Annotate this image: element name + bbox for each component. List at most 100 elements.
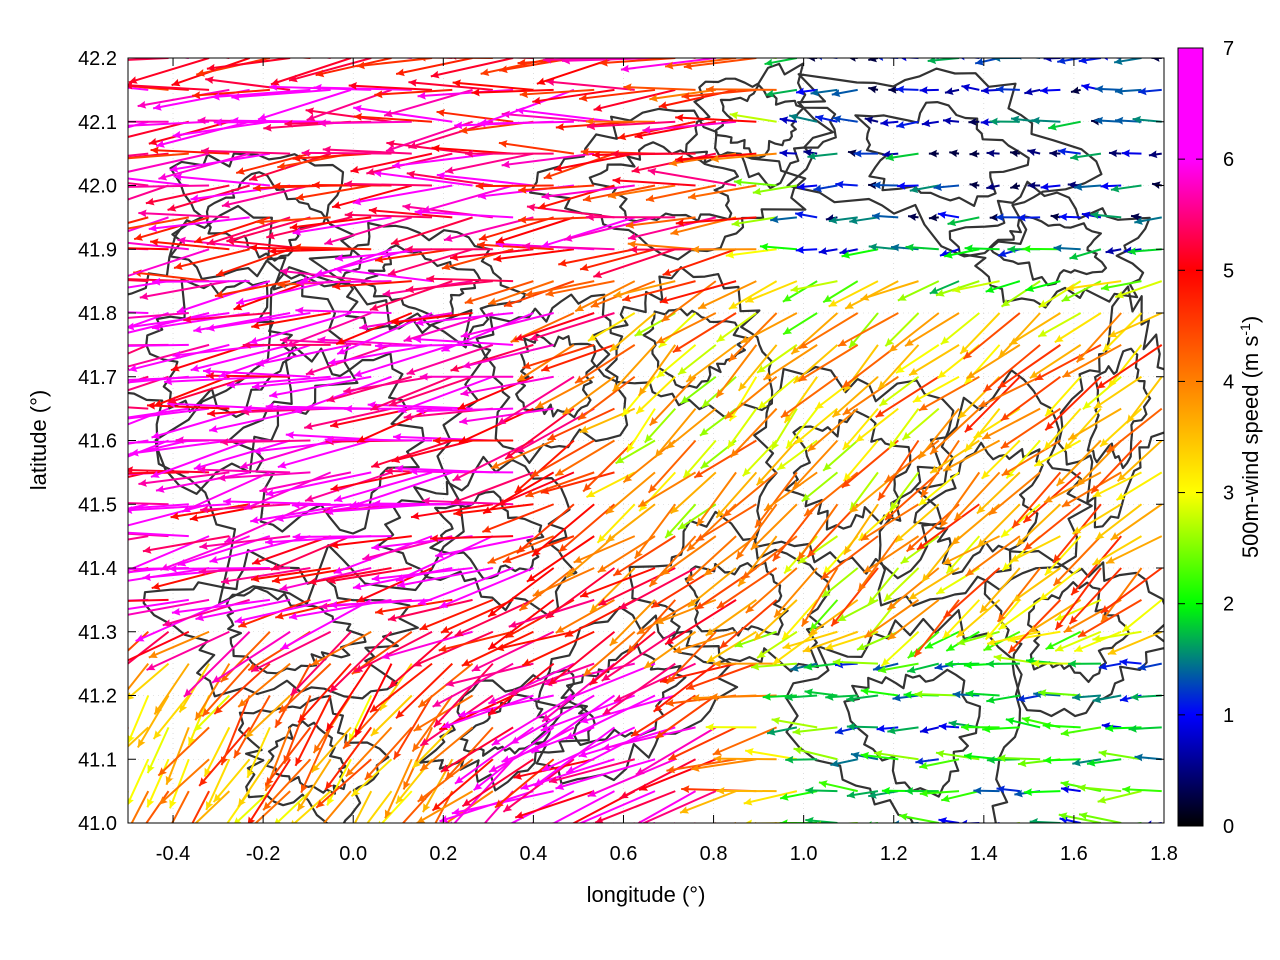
wind-vector xyxy=(1038,567,1082,602)
wind-vector xyxy=(1007,599,1062,654)
wind-vector xyxy=(822,280,859,304)
wind-vector xyxy=(1109,822,1142,823)
wind-vector xyxy=(1103,58,1122,61)
wind-vector xyxy=(223,497,331,506)
wind-vector xyxy=(1100,567,1163,614)
wind-vector xyxy=(248,822,250,823)
contour-line xyxy=(913,441,1044,575)
wind-vector xyxy=(846,790,879,799)
wind-vector xyxy=(390,216,473,246)
wind-vector xyxy=(1028,599,1082,634)
wind-vector xyxy=(417,58,493,62)
wind-vector xyxy=(841,344,899,389)
wind-vector xyxy=(601,726,696,751)
wind-vector xyxy=(128,502,169,506)
wind-vector xyxy=(222,58,230,59)
wind-vector xyxy=(410,503,494,520)
wind-vector xyxy=(374,598,453,616)
wind-vector xyxy=(609,312,656,353)
wind-vector xyxy=(440,726,514,773)
wind-vector xyxy=(716,312,757,343)
wind-vector xyxy=(621,376,656,418)
wind-vector xyxy=(482,471,555,515)
wind-vector xyxy=(349,471,453,508)
wind-vector xyxy=(1076,439,1122,487)
wind-vector xyxy=(666,758,737,774)
wind-vector xyxy=(790,280,838,293)
wind-vector xyxy=(1072,503,1122,535)
wind-vector xyxy=(231,88,331,101)
wind-vector xyxy=(545,567,616,620)
wind-vector xyxy=(1034,343,1102,382)
wind-vector xyxy=(301,149,392,157)
wind-vector xyxy=(752,184,798,196)
wind-vector xyxy=(877,58,899,62)
wind-vector xyxy=(737,344,778,392)
wind-vector xyxy=(214,280,291,299)
wind-vector xyxy=(989,117,1020,126)
wind-vector xyxy=(415,312,514,327)
wind-vector xyxy=(128,120,169,123)
wind-vector xyxy=(933,183,960,191)
wind-vector xyxy=(128,89,129,91)
wind-vector xyxy=(973,786,1000,795)
colorbar-tick-label: 1 xyxy=(1223,705,1234,727)
wind-vector xyxy=(1037,689,1081,697)
wind-vector xyxy=(574,344,636,384)
wind-vector xyxy=(605,471,656,515)
wind-vector xyxy=(482,503,555,533)
wind-vector xyxy=(887,726,919,735)
wind-vector xyxy=(1072,693,1102,701)
wind-vector xyxy=(328,631,393,693)
wind-vector xyxy=(395,58,473,77)
contour-line xyxy=(785,609,1023,823)
wind-vector xyxy=(635,376,676,415)
wind-vector xyxy=(170,503,250,520)
y-tick-label: 41.3 xyxy=(78,622,117,644)
wind-vector xyxy=(586,120,676,131)
wind-vector xyxy=(391,312,473,326)
wind-vector xyxy=(369,662,433,714)
wind-vector xyxy=(137,88,230,109)
wind-vector xyxy=(329,598,433,609)
wind-vector xyxy=(770,408,798,451)
wind-vector xyxy=(755,439,798,486)
wind-vector xyxy=(128,598,169,602)
wind-vector xyxy=(384,758,413,819)
wind-vector xyxy=(754,471,798,529)
wind-vector xyxy=(501,152,595,169)
wind-vector xyxy=(807,58,818,62)
wind-vector xyxy=(725,248,777,259)
wind-vector xyxy=(1137,662,1162,671)
wind-vector xyxy=(901,407,940,441)
wind-vector xyxy=(128,217,129,219)
colorbar-tick-label: 3 xyxy=(1223,483,1234,505)
wind-vector xyxy=(434,535,534,559)
wind-vector xyxy=(193,694,231,732)
wind-vector xyxy=(322,790,352,823)
contour-line xyxy=(714,83,805,159)
wind-vector xyxy=(254,790,291,823)
wind-vector xyxy=(726,408,758,450)
colorbar-label-superscript: -1 xyxy=(1237,323,1253,336)
wind-vector xyxy=(587,312,636,342)
wind-vector xyxy=(530,439,595,478)
wind-vector xyxy=(353,343,453,378)
wind-vector xyxy=(283,695,312,764)
x-tick-label: -0.4 xyxy=(156,843,190,865)
wind-vector xyxy=(392,694,433,760)
wind-vector xyxy=(756,344,798,374)
wind-vector xyxy=(763,471,818,512)
wind-vector xyxy=(1121,599,1163,633)
wind-vector xyxy=(275,598,352,620)
wind-vector xyxy=(155,471,250,493)
wind-vector xyxy=(716,786,777,795)
wind-vector xyxy=(976,503,1021,548)
wind-vector xyxy=(212,758,251,803)
wind-vector xyxy=(370,439,453,469)
wind-vector xyxy=(554,439,615,477)
wind-vector xyxy=(454,726,534,785)
wind-vector xyxy=(877,662,919,674)
wind-vector xyxy=(471,88,554,97)
wind-vector xyxy=(1151,58,1162,62)
